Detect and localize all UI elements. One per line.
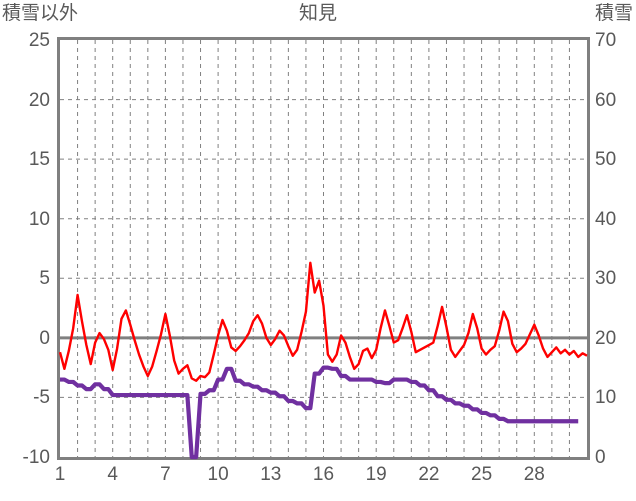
y-tick-left--5: -5	[33, 387, 50, 409]
series-other	[58, 261, 588, 382]
x-tick-19: 19	[365, 464, 387, 485]
x-tick-25: 25	[471, 464, 493, 485]
x-tick-7: 7	[160, 464, 171, 485]
x-tick-28: 28	[523, 464, 545, 485]
y-tick-right-10: 10	[595, 387, 617, 409]
y-tick-right-50: 50	[595, 149, 617, 171]
y-tick-right-20: 20	[595, 327, 617, 349]
y-tick-left-10: 10	[28, 208, 50, 230]
right-axis-title: 積雪	[594, 3, 633, 24]
y-tick-left-0: 0	[39, 327, 50, 349]
x-tick-4: 4	[107, 464, 118, 485]
y-tick-left-20: 20	[28, 89, 50, 111]
gridlines	[60, 40, 587, 457]
y-tick-right-0: 0	[595, 447, 606, 468]
y-tick-right-30: 30	[595, 268, 617, 290]
series-snow	[60, 365, 579, 460]
left-axis-title: 積雪以外	[2, 3, 79, 24]
page-title: 知見	[298, 3, 337, 24]
x-tick-13: 13	[260, 464, 282, 485]
y-tick-left--10: -10	[22, 447, 50, 468]
x-tick-22: 22	[418, 464, 440, 485]
y-tick-left-5: 5	[39, 268, 50, 290]
y-tick-left-15: 15	[28, 149, 50, 171]
y-tick-right-70: 70	[595, 30, 617, 51]
y-tick-left-25: 25	[28, 30, 50, 51]
x-tick-10: 10	[207, 464, 229, 485]
chart-canvas	[58, 40, 588, 460]
y-tick-right-60: 60	[595, 89, 617, 111]
plot-area	[57, 37, 590, 460]
x-tick-16: 16	[312, 464, 335, 485]
x-tick-1: 1	[54, 464, 66, 485]
data-series	[58, 261, 588, 460]
y-tick-right-40: 40	[595, 208, 617, 230]
